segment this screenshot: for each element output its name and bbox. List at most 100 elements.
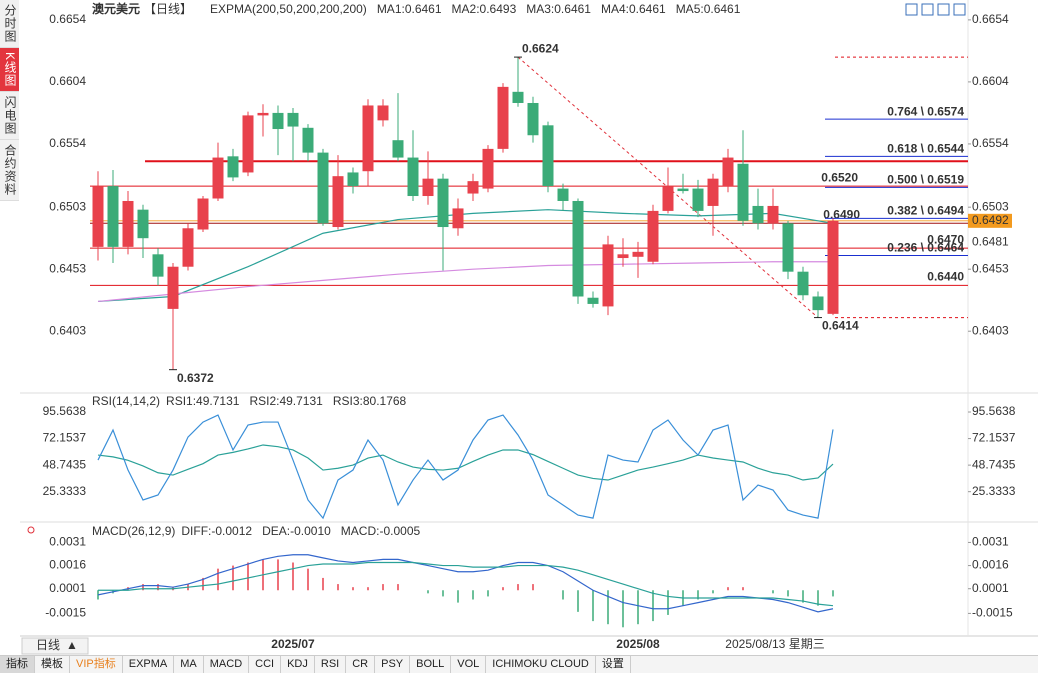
sidebar: 分时图 K线图 闪电图 合约资料: [0, 0, 19, 202]
y-tick-label: 0.6503: [972, 199, 1009, 213]
fib-label: 0.500 \ 0.6519: [887, 173, 964, 187]
candle-body: [527, 102, 539, 136]
candle-body: [242, 115, 254, 173]
price-tag: [968, 213, 1012, 228]
period-arrow: ▲: [66, 638, 78, 652]
candle-body: [467, 181, 479, 194]
y-tick-label: 0.0016: [49, 558, 86, 572]
y-tick-label: 0.6453: [972, 261, 1009, 275]
toolbar-item[interactable]: RSI: [315, 656, 347, 673]
toolbar-item[interactable]: CR: [346, 656, 376, 673]
legend-entry: MA5:0.6461: [676, 2, 741, 16]
toolbar-item[interactable]: EXPMA: [123, 656, 175, 673]
y-tick-label: 0.6503: [49, 199, 86, 213]
candle-body: [452, 208, 464, 229]
y-tick-label: 0.6453: [49, 261, 86, 275]
candle-body: [542, 125, 554, 187]
rsi-line: [97, 444, 834, 481]
window-icons[interactable]: [905, 3, 966, 16]
legend-entry: EXPMA(200,50,200,200,200): [210, 2, 367, 16]
icon[interactable]: [921, 3, 934, 16]
sidebar-tab[interactable]: K线图: [0, 48, 19, 93]
candle-body: [647, 210, 659, 262]
legend-entry: MA4:0.6461: [601, 2, 666, 16]
y-tick-label: 0.6654: [49, 12, 86, 26]
candle-body: [257, 112, 269, 116]
candle-body: [347, 172, 359, 187]
toolbar-item[interactable]: VIP指标: [70, 656, 123, 673]
candle-body: [437, 178, 449, 228]
title: 澳元美元: [92, 1, 140, 16]
price-tag-label: 0.6492: [972, 213, 1009, 227]
toolbar-item[interactable]: ICHIMOKU CLOUD: [486, 656, 596, 673]
subtitle: 【日线】: [144, 2, 192, 16]
fib-label: 0.236 \ 0.6464: [887, 241, 964, 255]
y-tick-label: 72.1537: [972, 431, 1016, 445]
toolbar-item[interactable]: MACD: [204, 656, 250, 673]
ma-line: [97, 209, 834, 303]
level-label: 0.6490: [823, 207, 860, 221]
toolbar-item[interactable]: 模板: [35, 656, 70, 673]
candle-body: [482, 148, 494, 189]
legend-entry: MACD:-0.0005: [341, 524, 421, 538]
y-tick-label: 0.0001: [49, 581, 86, 595]
icon[interactable]: [937, 3, 950, 16]
candle-body: [287, 112, 299, 127]
candle-body: [497, 86, 509, 149]
period-button[interactable]: [21, 637, 89, 655]
candle-body: [587, 297, 599, 304]
settings-icon[interactable]: [27, 526, 35, 534]
y-tick-label: 0.6604: [972, 74, 1009, 88]
y-tick-label: 25.3333: [972, 484, 1016, 498]
sidebar-tab[interactable]: 分时图: [0, 0, 19, 48]
candle-body: [512, 91, 524, 103]
period-label[interactable]: 日线: [36, 638, 60, 652]
y-tick-label: 0.6554: [49, 136, 86, 150]
chart: 日线 ▲ 澳元美元 【日线】 EXPMA(200,50,200,200,200) MA…: [20, 0, 1038, 655]
toolbar-item[interactable]: MA: [174, 656, 204, 673]
legend-entry: RSI2:49.7131: [249, 394, 323, 408]
legend-entry: DEA:-0.0010: [262, 524, 331, 538]
annotation-label: 0.6372: [177, 371, 214, 385]
candle-body: [122, 200, 134, 247]
y-tick-label: 0.0031: [972, 535, 1009, 549]
y-tick-label: 0.0031: [49, 535, 86, 549]
legend-entry: DIFF:-0.0012: [181, 524, 252, 538]
fib-label: 0.382 \ 0.6494: [887, 204, 964, 218]
toolbar-item[interactable]: PSY: [375, 656, 411, 673]
x-tick-label: 2025/07: [271, 637, 315, 651]
toolbar-item[interactable]: CCI: [249, 656, 282, 673]
sidebar-tab[interactable]: 合约资料: [0, 140, 19, 202]
y-tick-label: 0.6403: [49, 323, 86, 337]
toolbar-item[interactable]: 设置: [596, 656, 631, 673]
level-label: 0.6470: [927, 232, 964, 246]
fib-label: 0.764 \ 0.6574: [887, 104, 964, 118]
fib-label: 0.618 \ 0.6544: [887, 141, 964, 155]
icon[interactable]: [953, 3, 966, 16]
candle-body: [302, 127, 314, 153]
candle-body: [272, 112, 284, 130]
candle-body: [392, 140, 404, 158]
candle-body: [332, 176, 344, 228]
candle-body: [737, 163, 749, 221]
sidebar-tab[interactable]: 闪电图: [0, 92, 19, 141]
candle-body: [167, 266, 179, 309]
candle-body: [707, 178, 719, 206]
toolbar-item[interactable]: 指标: [0, 656, 35, 673]
candle-body: [692, 188, 704, 211]
ma-line: [97, 261, 833, 303]
candle-body: [617, 254, 629, 259]
candle-body: [152, 254, 164, 277]
toolbar-item[interactable]: KDJ: [281, 656, 315, 673]
icon[interactable]: [905, 3, 918, 16]
toolbar-item[interactable]: VOL: [451, 656, 487, 673]
crosshair-date: 2025/08/13 星期三: [725, 637, 824, 651]
y-tick-label: 48.7435: [43, 457, 87, 471]
y-tick-label: 95.5638: [43, 404, 87, 418]
y-tick-label: 0.6403: [972, 323, 1009, 337]
toolbar-item[interactable]: BOLL: [410, 656, 452, 673]
candle-body: [782, 223, 794, 272]
level-label: 0.6440: [927, 269, 964, 283]
y-tick-label: 25.3333: [43, 484, 87, 498]
